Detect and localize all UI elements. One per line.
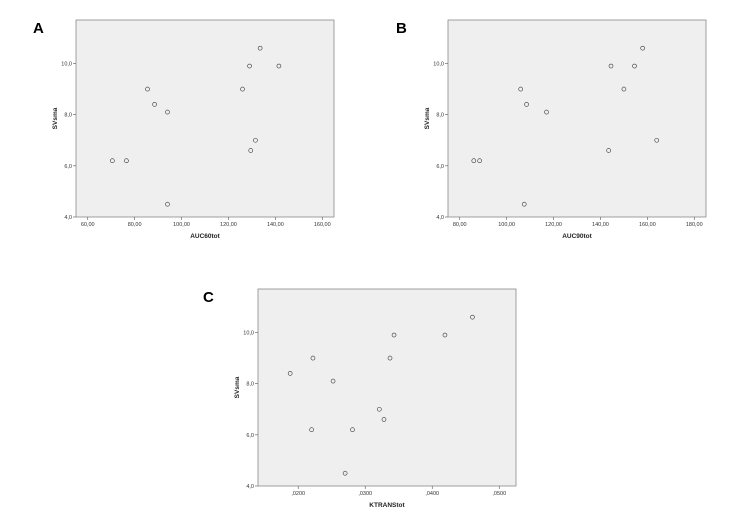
y-axis-label: SVsma [424,107,431,129]
scatter-point [350,427,355,433]
scatter-point [257,45,263,51]
scatter-point [442,332,448,338]
scatter-point [518,86,524,92]
y-tick-label: 8,0 [246,382,254,388]
x-tick-label: 140,00 [592,222,609,228]
scatter-point [165,201,170,207]
x-axis-label: AUC60tot [190,233,220,240]
y-axis-label: SVsma [52,107,59,129]
scatter-point [247,63,252,69]
x-axis-label: KTRANStot [369,502,405,509]
x-tick-label: ,0200 [291,491,305,497]
scatter-point [387,355,393,361]
scatter-point [145,86,150,92]
plot-area [257,288,517,487]
y-tick-label: 4,0 [436,215,444,221]
x-tick-label: 100,00 [498,222,515,228]
x-tick-label: ,0500 [492,491,506,497]
scatter-point [310,355,316,361]
scatter-point [654,137,660,143]
scatter-point [342,470,348,476]
y-tick-label: 6,0 [246,433,254,439]
scatter-point [621,86,627,92]
scatter-point [391,332,397,338]
scatter-point [330,378,336,384]
panel-letter: B [396,20,407,37]
y-tick-label: 10,0 [243,330,254,336]
scatter-point [606,148,611,153]
x-axis-label: AUC90tot [562,233,592,240]
y-tick-label: 8,0 [436,113,444,119]
plot-area [75,19,335,218]
scatter-point [309,427,314,433]
panel-letter: A [33,20,44,37]
scatter-point [521,201,527,207]
x-tick-label: 160,00 [639,222,656,228]
scatter-point [376,406,382,412]
x-tick-label: 160,00 [314,222,331,228]
y-tick-label: 6,0 [436,164,444,170]
scatter-point [253,137,258,143]
scatter-point [381,417,387,422]
scatter-panel-a: A 60,00 80,00 100,00 120,00 140,00 160,00 4,0 6,… [33,19,335,240]
scatter-point [276,63,282,69]
x-tick-label: 60,00 [81,222,95,228]
y-tick-label: 4,0 [246,484,254,490]
y-tick-label: 8,0 [64,113,72,119]
x-tick-label: 80,00 [453,222,467,228]
plot-area [447,19,707,218]
y-tick-label: 10,0 [433,61,444,67]
scatter-point [470,314,475,320]
scatter-panel-b: B 80,00 100,00 120,00 140,00 160,00 180,00 4,0 6… [396,19,707,240]
scatter-point [471,158,477,164]
scatter-point [165,109,170,115]
scatter-point [524,102,529,107]
x-tick-label: 180,00 [686,222,703,228]
scatter-point [287,371,293,376]
x-tick-label: 100,00 [173,222,190,228]
x-tick-label: 120,00 [545,222,562,228]
scatter-panel-c: C ,0200 ,0300 ,0400 ,0500 4,0 6,0 8,0 10,0 KTRANS… [203,288,517,509]
y-tick-label: 10,0 [61,61,72,67]
y-tick-label: 6,0 [64,164,72,170]
x-tick-label: ,0400 [425,491,439,497]
scatter-point [248,148,254,153]
y-axis-label: SVsma [234,376,241,398]
x-tick-label: ,0300 [358,491,372,497]
panel-letter: C [203,289,214,306]
scatter-point [608,63,614,69]
scatter-point [152,102,157,107]
x-tick-label: 80,00 [128,222,142,228]
x-tick-label: 140,00 [267,222,284,228]
x-tick-label: 120,00 [220,222,237,228]
scatter-point [640,45,645,51]
scatter-point [240,86,245,92]
scatter-point [110,158,115,164]
scatter-point [124,158,129,164]
scatter-point [632,63,637,69]
y-tick-label: 4,0 [64,215,72,221]
scatter-point [544,109,549,115]
scatter-point [477,158,482,164]
